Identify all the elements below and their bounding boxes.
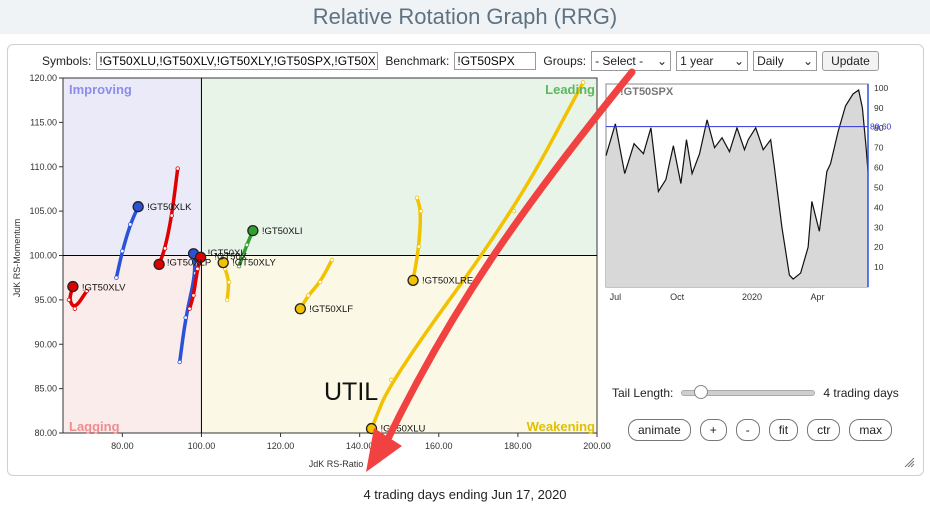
zoom-out-button[interactable]: -: [735, 419, 760, 441]
groups-select-value: - Select -: [595, 54, 644, 68]
frequency-select[interactable]: Daily ⌄: [753, 51, 818, 71]
tail-length-slider[interactable]: [681, 385, 816, 399]
rrg-panel: [7, 44, 924, 476]
toolbar: Symbols: Benchmark: Groups: - Select - ⌄…: [42, 51, 879, 71]
symbols-label: Symbols:: [42, 54, 92, 68]
groups-select[interactable]: - Select - ⌄: [591, 51, 672, 71]
tail-length-slider-handle[interactable]: [694, 385, 709, 399]
center-button[interactable]: ctr: [807, 419, 841, 441]
groups-label: Groups:: [543, 54, 587, 68]
util-annotation: UTIL: [324, 378, 379, 406]
update-button[interactable]: Update: [822, 51, 879, 71]
chevron-down-icon: ⌄: [803, 54, 814, 68]
chevron-down-icon: ⌄: [734, 54, 745, 68]
tail-length-control: Tail Length: 4 trading days: [612, 385, 899, 400]
period-select-value: 1 year: [680, 54, 714, 68]
tail-length-label: Tail Length:: [612, 386, 674, 400]
frequency-select-value: Daily: [757, 54, 784, 68]
footer-caption: 4 trading days ending Jun 17, 2020: [363, 487, 567, 502]
period-select[interactable]: 1 year ⌄: [676, 51, 749, 71]
chart-control-buttons: animate + - fit ctr max: [628, 419, 893, 441]
resize-handle-icon[interactable]: [903, 456, 915, 468]
max-button[interactable]: max: [849, 419, 893, 441]
chevron-down-icon: ⌄: [657, 54, 668, 68]
symbols-input[interactable]: [96, 52, 379, 70]
page-title: Relative Rotation Graph (RRG): [0, 0, 930, 34]
benchmark-input[interactable]: [454, 52, 537, 70]
fit-button[interactable]: fit: [768, 419, 799, 441]
animate-button[interactable]: animate: [628, 419, 691, 441]
benchmark-label: Benchmark:: [385, 54, 450, 68]
tail-length-value: 4 trading days: [823, 386, 899, 400]
zoom-in-button[interactable]: +: [699, 419, 727, 441]
